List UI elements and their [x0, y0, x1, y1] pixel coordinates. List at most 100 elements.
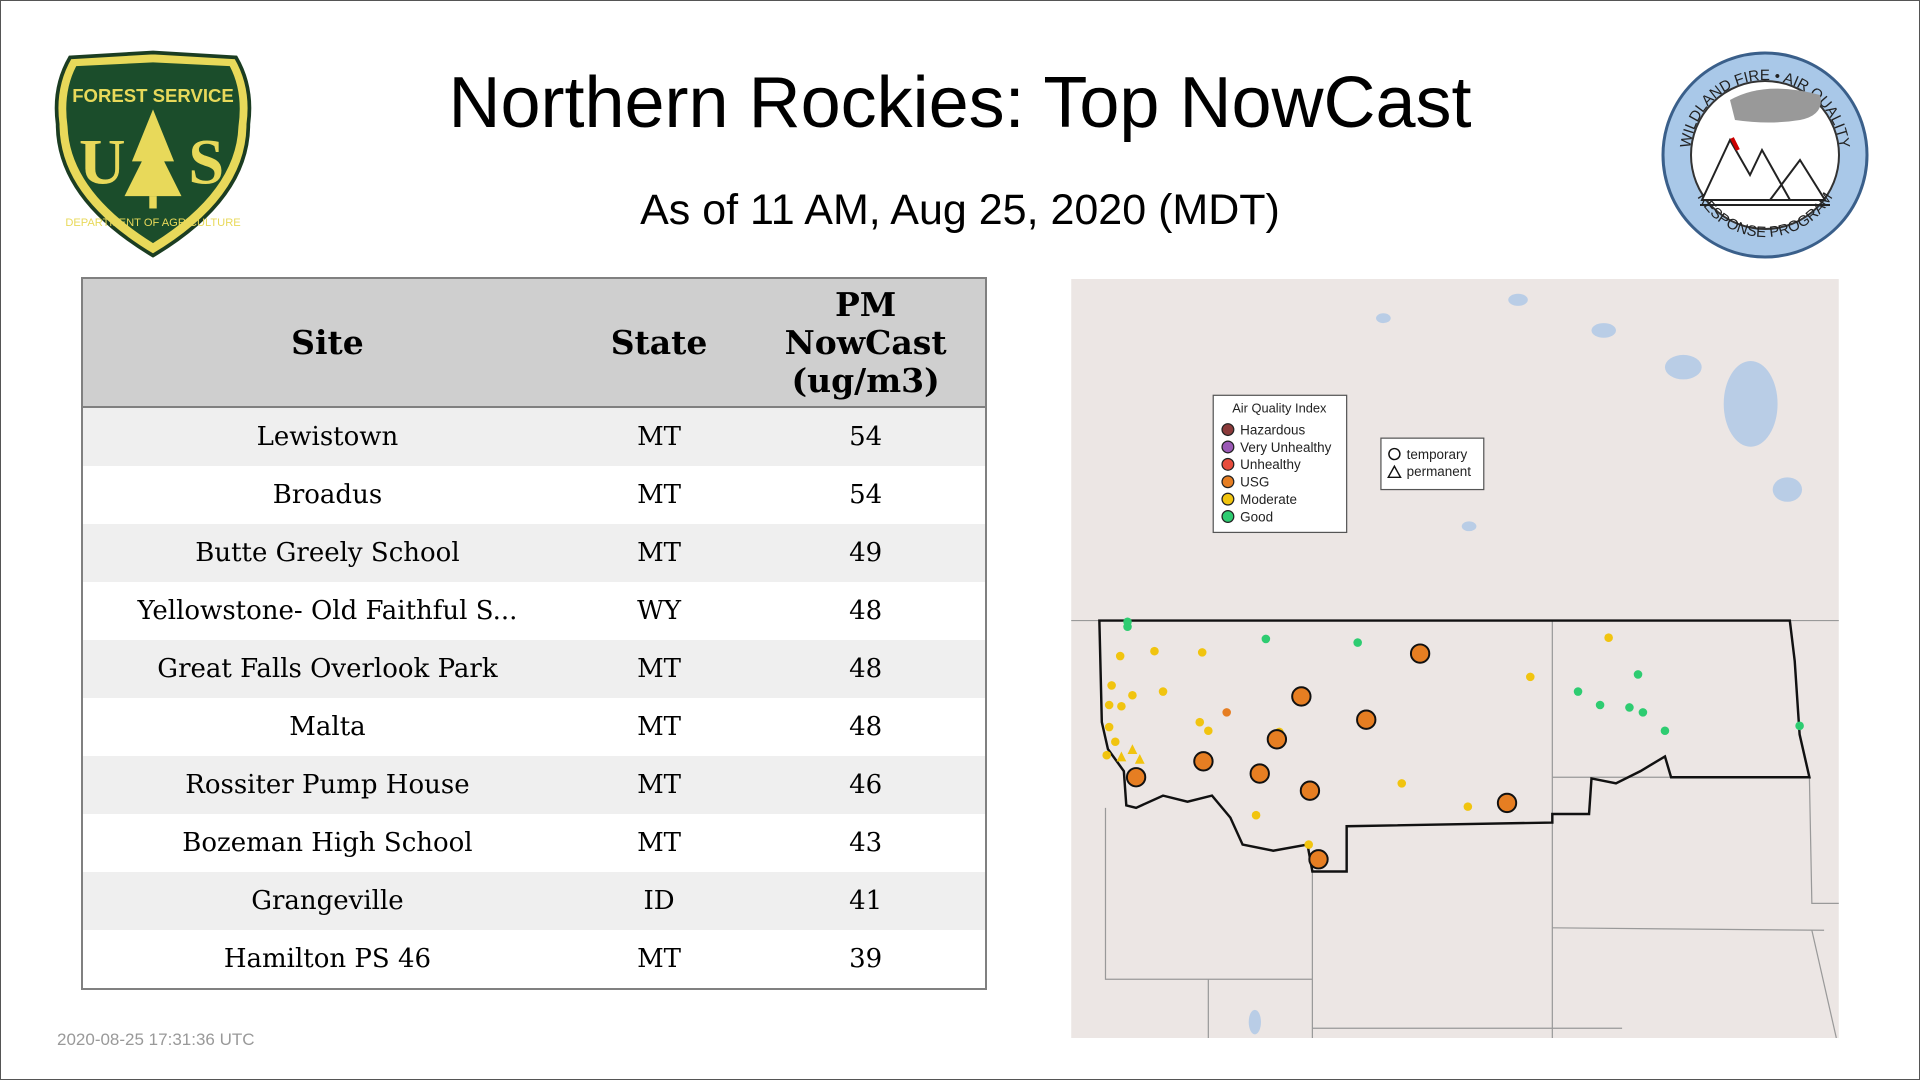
table-row: Hamilton PS 46 MT 39 — [82, 930, 986, 989]
legend-label: Hazardous — [1240, 422, 1305, 437]
top-site-marker — [1193, 751, 1214, 772]
top-site-marker — [1308, 849, 1329, 870]
nowcast-cell: 49 — [746, 524, 986, 582]
map-background — [1071, 279, 1839, 1038]
state-cell: MT — [571, 524, 747, 582]
site-marker — [1204, 726, 1213, 736]
svg-text:DEPARTMENT OF AGRICULTURE: DEPARTMENT OF AGRICULTURE — [65, 217, 240, 229]
table-header-row: Site State PM NowCast (ug/m3) — [82, 278, 986, 408]
legend-swatch-moderate — [1221, 492, 1235, 506]
table-row: Rossiter Pump House MT 46 — [82, 756, 986, 814]
forest-service-logo: FOREST SERVICE U S DEPARTMENT OF AGRICUL… — [54, 50, 252, 258]
site-markers — [1102, 617, 1804, 870]
permanent-site-marker — [1134, 753, 1145, 764]
site-cell: Butte Greely School — [82, 524, 572, 582]
table-row: Grangeville ID 41 — [82, 872, 986, 930]
svg-text:S: S — [188, 127, 224, 198]
site-cell: Broadus — [82, 466, 572, 524]
nowcast-cell: 39 — [746, 930, 986, 989]
site-marker — [1625, 703, 1634, 712]
site-cell: Bozeman High School — [82, 814, 572, 872]
nowcast-cell: 54 — [746, 407, 986, 466]
column-header-site: Site — [82, 278, 572, 408]
table-row: Bozeman High School MT 43 — [82, 814, 986, 872]
legend-title: Air Quality Index — [1232, 400, 1327, 415]
site-marker — [1660, 726, 1670, 736]
nowcast-cell: 48 — [746, 582, 986, 640]
nowcast-cell: 43 — [746, 814, 986, 872]
table-row: Lewistown MT 54 — [82, 407, 986, 466]
site-marker — [1397, 779, 1407, 788]
site-marker — [1251, 810, 1261, 820]
site-marker — [1107, 681, 1116, 690]
site-cell: Hamilton PS 46 — [82, 930, 572, 989]
legend-permanent: permanent — [1407, 464, 1472, 479]
site-marker — [1102, 750, 1112, 760]
shape-legend: temporary permanent — [1380, 437, 1485, 491]
site-marker — [1197, 648, 1207, 657]
site-marker — [1595, 700, 1605, 710]
legend-label: Good — [1240, 509, 1273, 524]
nowcast-cell: 48 — [746, 640, 986, 698]
site-cell: Great Falls Overlook Park — [82, 640, 572, 698]
site-marker — [1353, 638, 1362, 647]
site-marker — [1195, 717, 1205, 727]
permanent-site-marker — [1127, 744, 1138, 754]
table-row: Malta MT 48 — [82, 698, 986, 756]
site-marker — [1604, 633, 1613, 642]
state-cell: MT — [571, 466, 747, 524]
svg-text:U: U — [79, 127, 125, 198]
table-row: Great Falls Overlook Park MT 48 — [82, 640, 986, 698]
wildland-fire-air-quality-logo: WILDLAND FIRE • AIR QUALITY RESPONSE PRO… — [1661, 51, 1869, 259]
page-title: Northern Rockies: Top NowCast — [448, 63, 1472, 143]
permanent-site-marker — [1116, 751, 1127, 762]
site-marker — [1795, 721, 1804, 731]
site-marker — [1573, 687, 1583, 696]
top-site-marker — [1496, 792, 1518, 814]
site-marker — [1261, 634, 1271, 644]
site-marker — [1304, 840, 1313, 849]
top-site-marker — [1299, 780, 1321, 801]
site-cell: Malta — [82, 698, 572, 756]
circle-icon — [1388, 447, 1401, 461]
site-cell: Lewistown — [82, 407, 572, 466]
site-cell: Yellowstone- Old Faithful S... — [82, 582, 572, 640]
site-marker — [1117, 701, 1126, 711]
site-marker — [1111, 737, 1120, 747]
site-marker — [1128, 690, 1137, 700]
state-cell: WY — [571, 582, 747, 640]
state-cell: MT — [571, 930, 747, 989]
top-site-marker — [1249, 763, 1270, 784]
top-site-marker — [1266, 729, 1288, 750]
legend-label: Very Unhealthy — [1240, 440, 1332, 455]
site-marker — [1463, 802, 1473, 811]
top-site-marker — [1291, 686, 1312, 707]
timestamp: 2020-08-25 17:31:36 UTC — [57, 1030, 255, 1049]
site-marker — [1123, 622, 1132, 631]
top-site-marker — [1356, 709, 1377, 730]
nowcast-cell: 46 — [746, 756, 986, 814]
page-subtitle: As of 11 AM, Aug 25, 2020 (MDT) — [640, 186, 1280, 234]
legend-swatch-usg — [1221, 475, 1235, 489]
lakes — [1248, 293, 1803, 1035]
legend-label: USG — [1240, 475, 1269, 490]
nowcast-header-text: PM NowCast (ug/m3) — [784, 284, 947, 400]
nowcast-cell: 41 — [746, 872, 986, 930]
site-marker — [1150, 646, 1159, 656]
site-marker — [1633, 670, 1643, 679]
legend-label: Unhealthy — [1240, 457, 1301, 472]
site-marker — [1104, 700, 1114, 710]
site-marker — [1158, 687, 1168, 696]
state-cell: MT — [571, 814, 747, 872]
nowcast-table: Site State PM NowCast (ug/m3) Lewistown M… — [81, 277, 987, 990]
table-row: Butte Greely School MT 49 — [82, 524, 986, 582]
aqi-map: Air Quality Index Hazardous Very Unhealth… — [1071, 279, 1839, 1038]
legend-swatch-good — [1221, 510, 1235, 523]
montana-north-dakota-outline — [1098, 619, 1811, 873]
site-cell: Grangeville — [82, 872, 572, 930]
legend-swatch-very-unhealthy — [1221, 440, 1235, 454]
legend-swatch-unhealthy — [1221, 457, 1235, 471]
site-marker — [1115, 651, 1125, 661]
column-header-nowcast: PM NowCast (ug/m3) — [746, 278, 986, 408]
legend-label: Moderate — [1240, 492, 1297, 507]
